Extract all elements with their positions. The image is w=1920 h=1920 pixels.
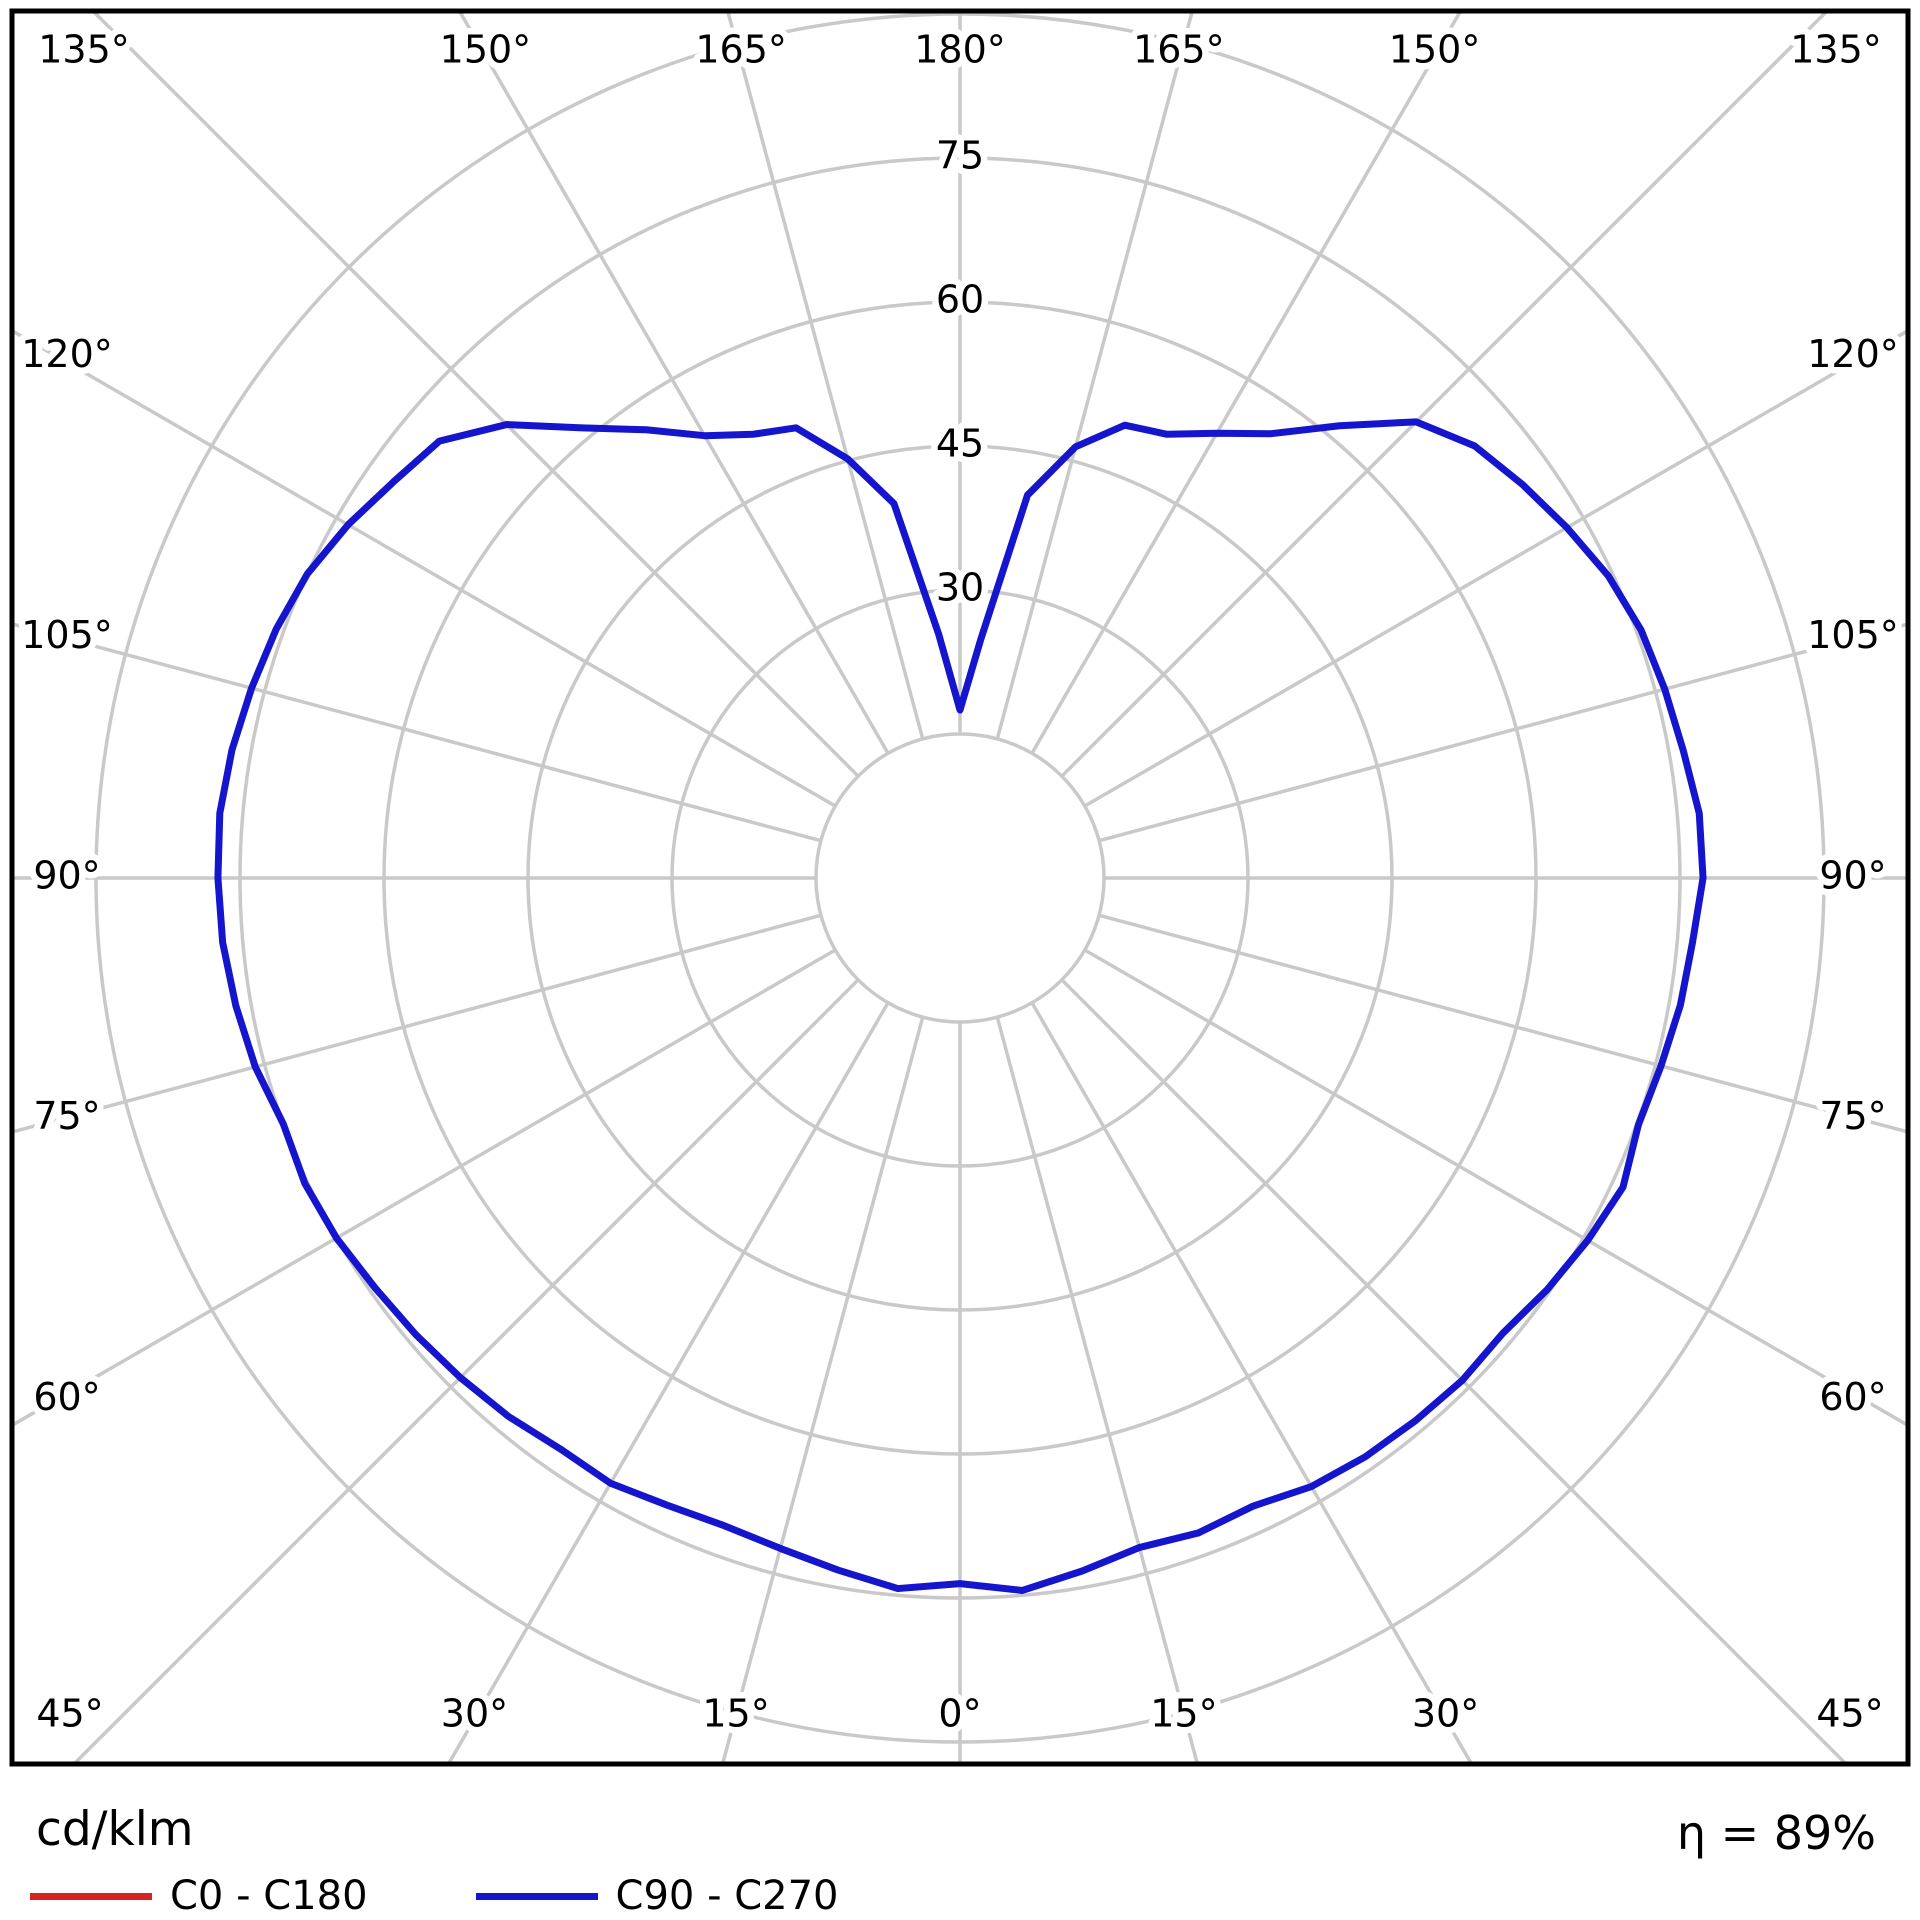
- angle-label-165-left: 165°: [695, 28, 787, 72]
- angle-gridline-30-right: [1030, 1001, 1474, 1764]
- curve-c90-c270: [214, 418, 1707, 1594]
- angle-gridline-45-right: [1060, 978, 1849, 1764]
- angle-label-60-right: 60°: [1819, 1375, 1886, 1419]
- angle-label-0: 0°: [938, 1692, 981, 1736]
- unit-label: cd/klm: [36, 1802, 194, 1857]
- angle-label-90-left: 90°: [33, 854, 100, 898]
- legend-line-blue-icon: [475, 1892, 598, 1900]
- angle-gridline-15-left: [720, 1016, 925, 1764]
- angle-gridline-120-right: [1083, 328, 1908, 808]
- legend-item-c0-c180: C0 - C180: [30, 1876, 368, 1916]
- angle-gridline-150-left: [457, 11, 890, 755]
- angle-gridline-105-left: [12, 622, 822, 843]
- plot-frame: [9, 8, 1911, 1767]
- angle-label-120-left: 120°: [21, 332, 113, 376]
- angle-gridline-165-right: [995, 11, 1195, 740]
- angle-label-90-right: 90°: [1819, 854, 1886, 898]
- angle-label-30-left: 30°: [441, 1692, 508, 1736]
- angle-label-165-right: 165°: [1133, 28, 1225, 72]
- angle-gridline-45-left: [71, 978, 860, 1764]
- angle-label-30-right: 30°: [1412, 1692, 1479, 1736]
- legend-item-c90-c270: C90 - C270: [475, 1873, 839, 1919]
- angle-gridline-30-left: [446, 1001, 890, 1764]
- angle-label-15-right: 15°: [1150, 1692, 1217, 1736]
- angle-gridline-165-left: [725, 11, 925, 740]
- angle-label-45-left: 45°: [36, 1692, 103, 1736]
- angle-gridline-60-left: [12, 948, 837, 1428]
- angle-label-75-left: 75°: [33, 1094, 100, 1138]
- angle-label-180: 180°: [914, 28, 1006, 72]
- angle-gridline-75-right: [1098, 913, 1908, 1134]
- angle-gridline-150-right: [1030, 11, 1463, 755]
- angle-gridline-60-right: [1083, 948, 1908, 1428]
- angle-gridline-135-left: [90, 11, 860, 778]
- angle-label-45-right: 45°: [1816, 1692, 1883, 1736]
- angle-label-150-right: 150°: [1389, 28, 1481, 72]
- radial-tick-label-30: 30: [936, 566, 984, 610]
- angle-label-150-left: 150°: [440, 28, 532, 72]
- angle-gridline-15-right: [995, 1016, 1200, 1764]
- legend-label-c90-c270: C90 - C270: [615, 1873, 839, 1919]
- angle-gridline-105-right: [1098, 622, 1908, 843]
- legend-label-c0-c180: C0 - C180: [170, 1873, 368, 1919]
- radial-tick-label-45: 45: [936, 422, 984, 466]
- angle-label-60-left: 60°: [33, 1375, 100, 1419]
- angle-label-135-left: 135°: [38, 28, 130, 72]
- angle-label-105-right: 105°: [1807, 613, 1899, 657]
- angle-label-135-right: 135°: [1790, 28, 1882, 72]
- legend: C0 - C180 C90 - C270: [30, 1876, 839, 1916]
- efficiency-value: η = 89%: [1676, 1806, 1876, 1860]
- radial-tick-label-60: 60: [936, 278, 984, 322]
- angle-gridline-75-left: [12, 913, 822, 1134]
- angle-gridline-120-left: [12, 328, 837, 808]
- angle-label-15-left: 15°: [702, 1692, 769, 1736]
- angle-label-120-right: 120°: [1807, 332, 1899, 376]
- legend-line-red-icon: [30, 1892, 152, 1900]
- radial-tick-label-75: 75: [936, 134, 984, 178]
- angle-label-105-left: 105°: [21, 613, 113, 657]
- angle-label-75-right: 75°: [1819, 1094, 1886, 1138]
- angle-gridline-135-right: [1060, 11, 1830, 778]
